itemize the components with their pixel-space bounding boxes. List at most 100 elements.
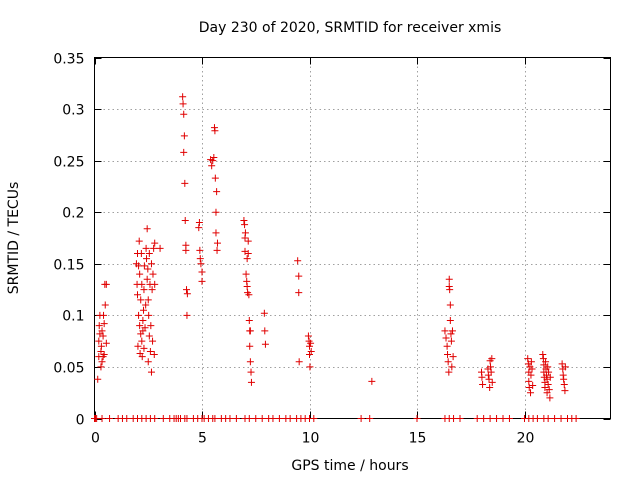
data-point bbox=[539, 351, 547, 359]
data-point bbox=[144, 358, 152, 366]
data-point bbox=[486, 415, 494, 422]
data-point bbox=[558, 360, 566, 368]
data-point bbox=[525, 377, 533, 385]
data-point bbox=[147, 260, 155, 268]
data-point bbox=[212, 208, 220, 216]
data-point bbox=[247, 368, 255, 376]
data-point bbox=[141, 324, 149, 332]
data-point bbox=[213, 239, 221, 247]
y-tick-label: 0.1 bbox=[62, 309, 84, 325]
data-point bbox=[487, 368, 495, 376]
data-point bbox=[147, 322, 155, 330]
data-point bbox=[258, 415, 266, 422]
data-point bbox=[245, 415, 253, 422]
axis-ticks bbox=[94, 57, 611, 420]
data-point bbox=[156, 244, 164, 252]
data-point bbox=[142, 244, 150, 252]
data-point bbox=[98, 358, 106, 366]
data-point bbox=[295, 289, 303, 297]
data-point bbox=[545, 386, 553, 394]
data-point bbox=[98, 327, 106, 335]
data-point bbox=[208, 162, 216, 170]
data-point bbox=[294, 257, 302, 265]
data-point bbox=[244, 249, 252, 257]
data-point bbox=[213, 246, 221, 254]
data-point bbox=[240, 216, 248, 224]
data-point bbox=[295, 358, 303, 366]
data-point bbox=[183, 415, 191, 422]
data-point bbox=[445, 368, 453, 376]
data-point bbox=[140, 286, 148, 294]
data-point bbox=[181, 179, 189, 187]
data-point bbox=[246, 342, 254, 350]
data-point bbox=[136, 322, 144, 330]
data-point bbox=[252, 415, 260, 422]
data-point bbox=[198, 277, 206, 285]
data-point bbox=[557, 415, 565, 422]
x-axis-label: GPS time / hours bbox=[291, 458, 408, 474]
data-point bbox=[94, 375, 102, 383]
data-point bbox=[95, 322, 103, 330]
data-point bbox=[212, 229, 220, 237]
data-point bbox=[149, 337, 157, 345]
data-point bbox=[139, 317, 147, 325]
data-point bbox=[448, 327, 456, 335]
x-tick-label: 15 bbox=[409, 431, 427, 447]
data-point bbox=[181, 216, 189, 224]
data-point bbox=[245, 317, 253, 325]
data-point bbox=[486, 384, 494, 392]
data-point bbox=[144, 265, 152, 273]
data-point bbox=[446, 317, 454, 325]
data-point bbox=[179, 93, 187, 101]
data-point bbox=[243, 255, 251, 263]
data-point bbox=[98, 415, 106, 422]
data-point bbox=[211, 174, 219, 182]
data-point bbox=[306, 363, 314, 371]
data-point bbox=[261, 327, 269, 335]
data-point bbox=[135, 237, 143, 245]
data-point bbox=[151, 239, 159, 247]
data-markers bbox=[91, 93, 580, 422]
data-point bbox=[232, 415, 240, 422]
data-point bbox=[307, 339, 315, 347]
data-point bbox=[209, 157, 217, 165]
x-tick-label: 10 bbox=[302, 431, 320, 447]
data-point bbox=[441, 327, 449, 335]
data-point bbox=[561, 387, 569, 395]
data-point bbox=[180, 148, 188, 156]
data-point bbox=[540, 361, 548, 369]
data-point bbox=[97, 363, 105, 371]
data-point bbox=[144, 296, 152, 304]
data-point bbox=[196, 255, 204, 263]
data-point bbox=[546, 394, 554, 402]
data-point bbox=[210, 154, 218, 162]
data-point bbox=[275, 415, 283, 422]
data-point bbox=[159, 415, 167, 422]
data-point bbox=[195, 224, 203, 232]
data-point bbox=[544, 415, 552, 422]
data-point bbox=[241, 229, 249, 237]
data-point bbox=[211, 127, 219, 135]
data-point bbox=[488, 355, 496, 363]
data-point bbox=[447, 337, 455, 345]
data-point bbox=[245, 291, 253, 299]
data-point bbox=[524, 355, 532, 363]
data-point bbox=[241, 221, 249, 229]
data-point bbox=[528, 365, 536, 373]
data-point bbox=[286, 415, 294, 422]
y-tick-label: 0.2 bbox=[62, 206, 84, 222]
data-point bbox=[242, 270, 250, 278]
data-point bbox=[269, 415, 277, 422]
data-point bbox=[134, 342, 142, 350]
data-point bbox=[134, 291, 141, 299]
data-point bbox=[145, 249, 153, 257]
data-point bbox=[100, 351, 108, 359]
data-point bbox=[527, 389, 535, 397]
data-point bbox=[179, 100, 187, 108]
data-point bbox=[444, 351, 452, 359]
data-point bbox=[247, 378, 255, 386]
data-point bbox=[226, 415, 234, 422]
data-point bbox=[366, 415, 374, 422]
data-point bbox=[442, 334, 450, 342]
data-point bbox=[102, 280, 110, 288]
